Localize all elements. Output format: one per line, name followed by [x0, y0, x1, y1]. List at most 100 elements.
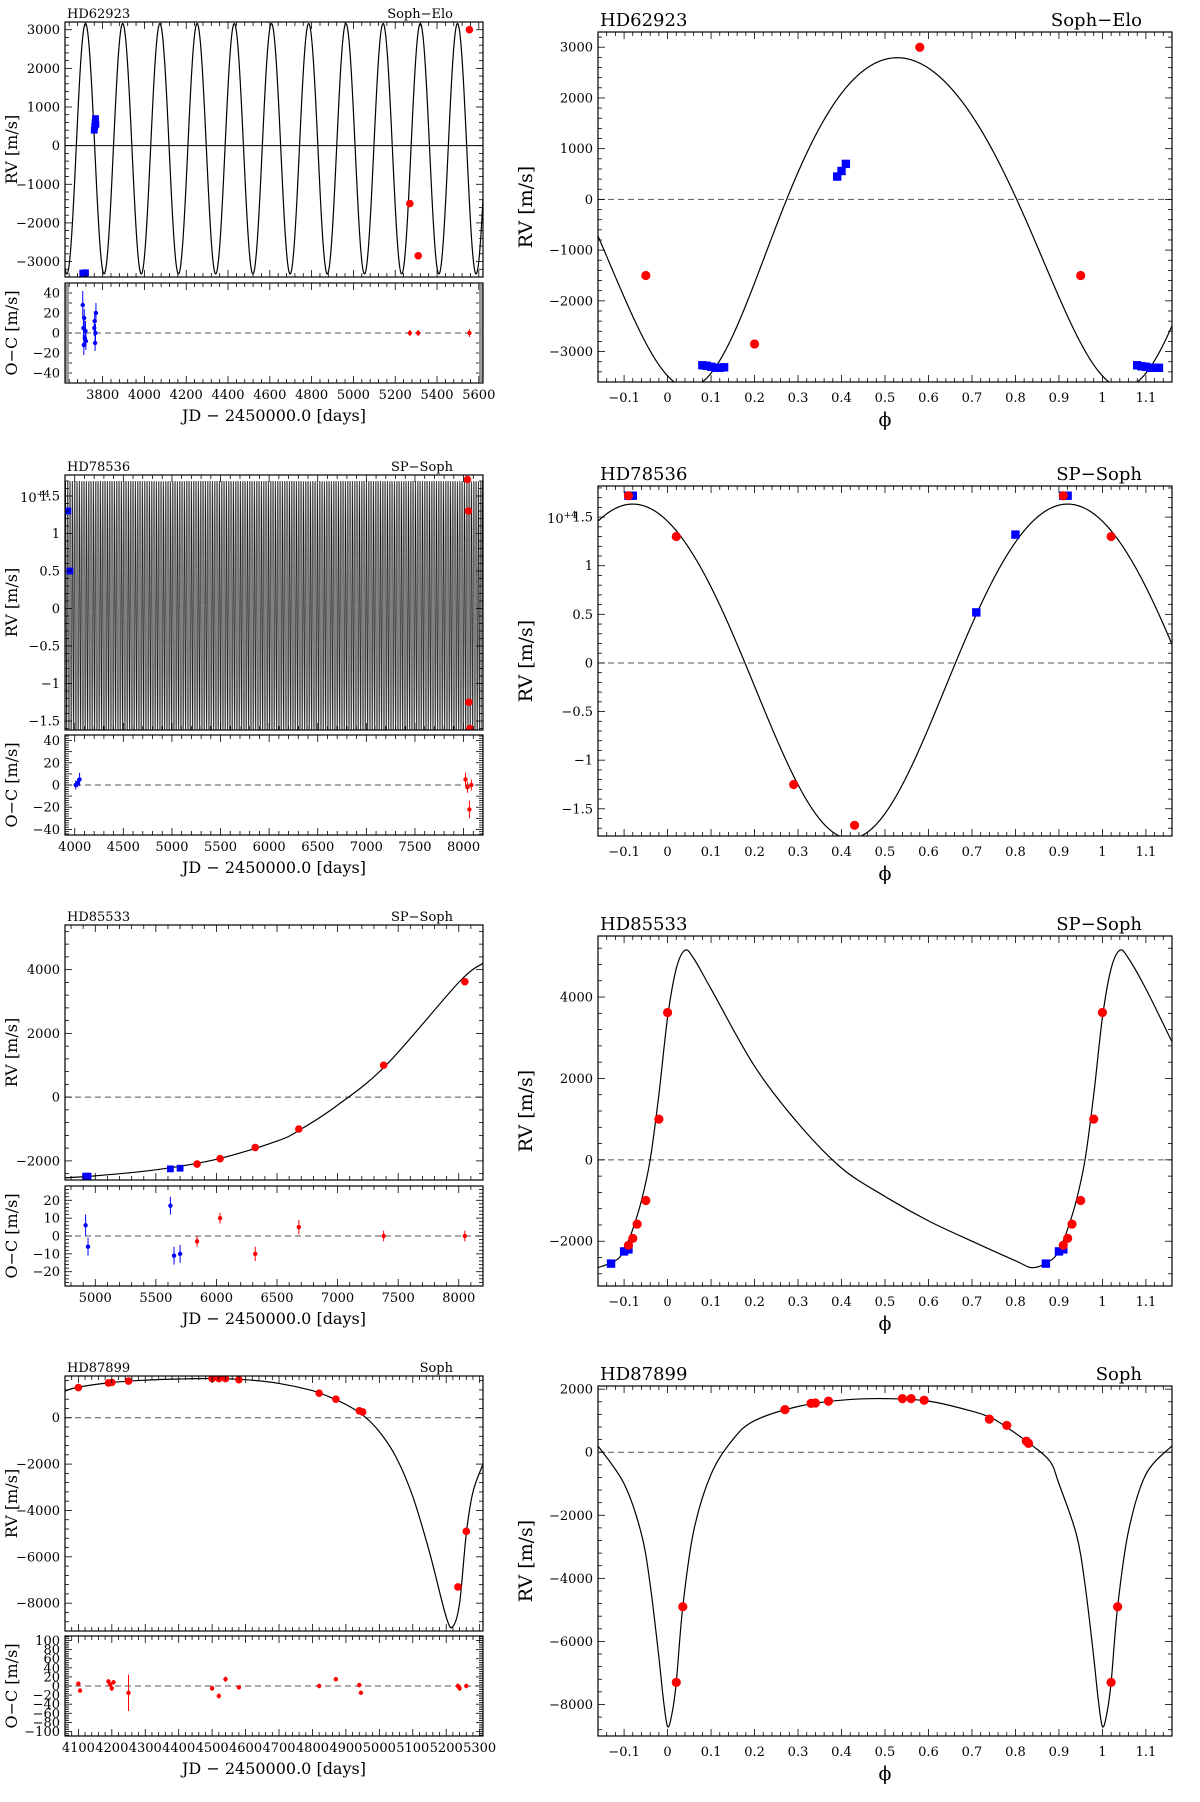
residual-point — [457, 1686, 462, 1691]
model-curve — [65, 1377, 483, 1629]
x-tick-label: 0.5 — [875, 1745, 896, 1760]
x-tick-label: 0.8 — [1005, 1295, 1026, 1310]
data-point-square — [82, 269, 89, 277]
x-axis-label: ϕ — [879, 1763, 892, 1785]
chart-panel-hd78536-time: −1.5 −1 −0.5 0 0.5 1 1.5 HD78536 SP−Soph RV [m/s]… — [2, 460, 484, 731]
axes-frame — [64, 1375, 484, 1632]
x-tick-label: 0.3 — [788, 1745, 809, 1760]
x-tick-label: 0 — [663, 1295, 671, 1310]
data-point-circle — [461, 977, 469, 986]
x-tick-label: 0.3 — [788, 391, 809, 406]
residual-point — [83, 328, 88, 334]
x-tick-label: 0.7 — [962, 391, 983, 406]
x-tick-label: 0.7 — [962, 1295, 983, 1310]
x-tick-label: 0.7 — [962, 845, 983, 860]
x-tick-label: 0.5 — [875, 391, 896, 406]
y-tick-label: −4000 — [549, 1572, 593, 1587]
data-point-circle — [332, 1395, 340, 1403]
y-axis-label: RV [m/s] — [2, 1469, 21, 1538]
data-point-square — [698, 361, 707, 370]
plot-area — [65, 22, 483, 277]
x-tick-label: −0.1 — [608, 391, 640, 406]
data-point-square — [702, 361, 711, 370]
y-tick-label: −6000 — [549, 1635, 593, 1650]
residual-point — [75, 780, 80, 785]
axes-frame — [597, 485, 1173, 837]
x-tick-label: 5100 — [396, 1741, 429, 1756]
y-tick-label: 0 — [52, 602, 60, 617]
plot-area — [65, 291, 483, 355]
y-axis-label: RV [m/s] — [515, 620, 537, 702]
data-point-circle — [216, 1154, 224, 1163]
y-tick-label: 0 — [585, 1153, 593, 1168]
y-axis-label: RV [m/s] — [515, 1070, 537, 1152]
y-tick-label: 80 — [43, 1643, 60, 1658]
y-tick-label: 10 — [43, 1212, 60, 1227]
residual-point — [464, 1683, 469, 1689]
data-point-circle — [1076, 1195, 1086, 1206]
data-point-circle — [251, 1143, 260, 1152]
y-tick-label: −2000 — [549, 294, 593, 309]
x-tick-label: 0.4 — [831, 845, 852, 860]
plot-area — [65, 1674, 483, 1711]
x-tick-label: 6500 — [301, 840, 334, 855]
chart-panel-hd85533-phase: −0.1 0 0.1 0.2 0.3 0.4 0.5 0.6 0.7 0.8 0.9 1 1.1 −200… — [515, 914, 1173, 1335]
axes-frame — [597, 935, 1173, 1287]
data-point-circle — [984, 1414, 994, 1424]
chart-panel-hd62923-time: 3800 4000 4200 4400 4600 4800 5000 5200 5400 5600… — [2, 282, 495, 425]
x-axis-label: JD − 2450000.0 [days] — [180, 1759, 366, 1778]
residual-point — [333, 1676, 339, 1682]
y-tick-label: 20 — [43, 1194, 60, 1209]
x-tick-label: 0.3 — [788, 1295, 809, 1310]
x-tick-label: 0.9 — [1049, 391, 1070, 406]
data-point-circle — [379, 1061, 388, 1070]
chart-title: HD87899 — [600, 1364, 687, 1385]
y-tick-label: −1 — [41, 677, 60, 692]
chart-panel-hd85533-time: −2000 0 2000 4000 HD85533 SP−Soph RV [m/s] — [2, 910, 484, 1181]
data-point-square — [1011, 530, 1020, 539]
x-tick-label: 4100 — [62, 1741, 95, 1756]
residual-point — [296, 1224, 302, 1230]
residual-point — [83, 1223, 88, 1228]
y-tick-label: 0 — [585, 193, 593, 208]
residual-point — [82, 315, 87, 321]
data-point-circle — [1097, 1007, 1108, 1018]
residual-point — [93, 330, 98, 336]
chart-title: HD87899 — [67, 1361, 130, 1376]
x-tick-label: 4000 — [58, 840, 91, 855]
residual-point — [381, 1233, 386, 1239]
x-axis-label: JD − 2450000.0 [days] — [180, 1309, 366, 1328]
y-tick-label: 1000 — [560, 142, 593, 157]
residual-point — [77, 1688, 83, 1693]
x-tick-label: 1 — [1098, 1745, 1106, 1760]
x-tick-label: 0.6 — [918, 391, 939, 406]
data-point-circle — [654, 1114, 664, 1124]
chart-title: HD62923 — [600, 10, 687, 31]
data-point-circle — [1058, 1240, 1068, 1250]
y-tick-label: −1.5 — [561, 802, 593, 817]
x-tick-label: 3800 — [86, 388, 119, 403]
y-tick-label: −40 — [33, 1698, 60, 1713]
data-point-circle — [641, 1195, 651, 1206]
model-curve — [65, 962, 483, 1179]
data-point-square — [92, 115, 99, 122]
y-tick-label: −4000 — [16, 1504, 60, 1519]
data-point-circle — [465, 698, 473, 707]
plot-area — [65, 1196, 483, 1265]
residual-point — [77, 777, 82, 782]
instrument-label: Soph−Elo — [387, 7, 453, 22]
data-point-circle — [662, 1007, 673, 1018]
data-point-circle — [295, 1125, 303, 1133]
y-tick-label: 0 — [585, 1446, 593, 1461]
data-point-circle — [678, 1602, 688, 1612]
residual-point — [358, 1690, 364, 1696]
x-tick-label: 5200 — [430, 1741, 463, 1756]
data-point-square — [972, 608, 981, 617]
plot-area — [65, 962, 483, 1180]
residual-point — [462, 1233, 468, 1239]
residual-point — [253, 1251, 258, 1257]
chart-title: HD78536 — [600, 464, 687, 485]
x-tick-label: 0.1 — [701, 845, 722, 860]
x-tick-label: 5300 — [463, 1741, 496, 1756]
